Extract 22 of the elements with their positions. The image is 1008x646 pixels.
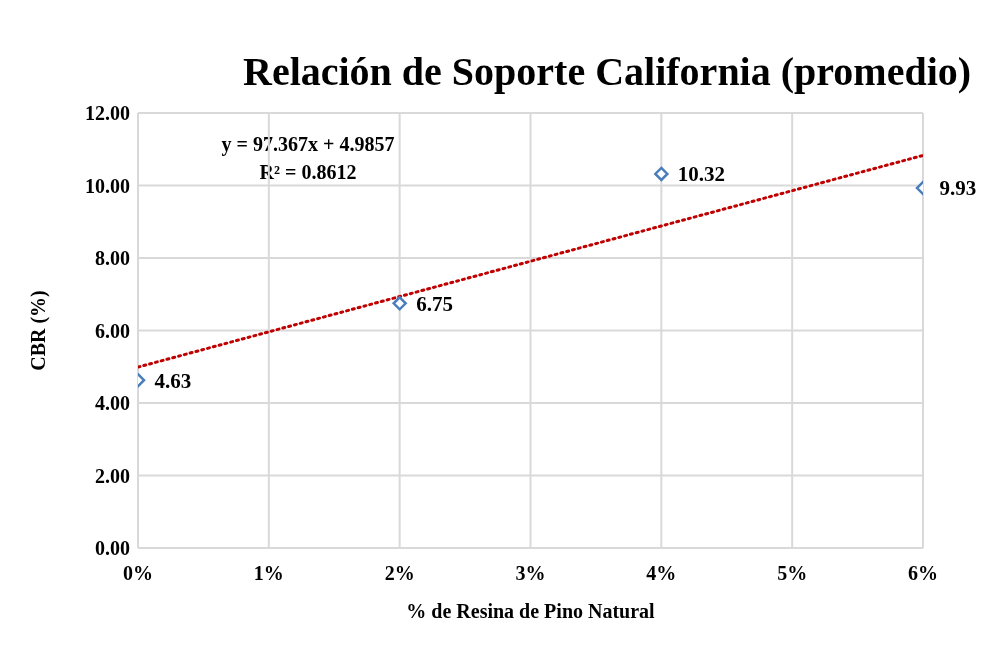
data-label: 9.93 <box>939 176 977 201</box>
y-tick-label: 12.00 <box>85 102 130 125</box>
data-label: 6.75 <box>416 291 453 316</box>
annotation: y = 97.367x + 4.9857 <box>220 132 396 158</box>
y-tick-label: 8.00 <box>95 247 130 270</box>
x-tick-label: 4% <box>646 562 677 585</box>
chart-title: Relación de Soporte California (promedio) <box>243 48 972 95</box>
y-axis-title: CBR (%) <box>27 290 51 371</box>
data-label: 4.63 <box>154 368 192 393</box>
x-tick-label: 2% <box>384 562 415 585</box>
x-tick-label: 6% <box>908 562 938 585</box>
x-tick-label: 3% <box>515 562 546 585</box>
y-tick-label: 2.00 <box>95 464 130 487</box>
data-label: 10.32 <box>677 162 726 187</box>
x-axis-title: % de Resina de Pino Natural <box>406 600 656 622</box>
y-tick-label: 6.00 <box>95 319 130 342</box>
y-tick-label: 10.00 <box>85 174 130 197</box>
y-tick-label: 4.00 <box>95 392 130 415</box>
x-tick-label: 0% <box>123 562 153 585</box>
y-tick-label: 0.00 <box>95 537 130 560</box>
x-tick-label: 1% <box>253 562 284 585</box>
x-tick-label: 5% <box>777 562 808 585</box>
